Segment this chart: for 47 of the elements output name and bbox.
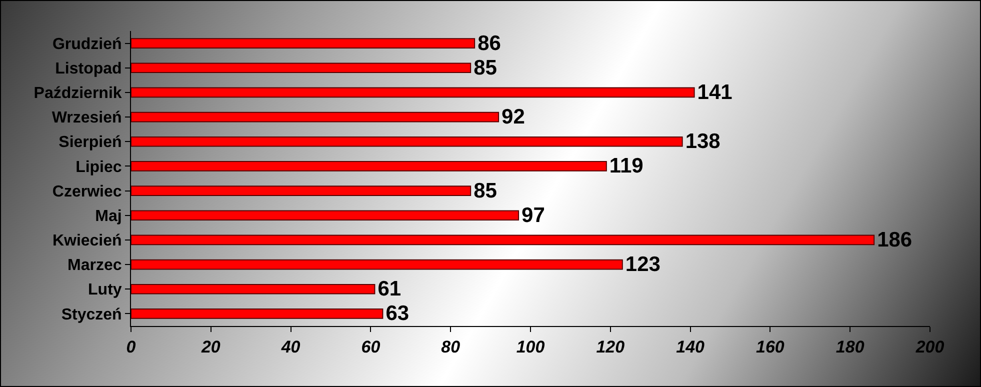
y-tick-label: Kwiecień (52, 232, 122, 250)
data-label: 97 (522, 204, 545, 227)
data-label: 138 (685, 130, 721, 154)
bar (131, 87, 695, 98)
y-tick-label: Sierpień (58, 134, 122, 152)
x-tick-label: 100 (516, 337, 546, 356)
x-tick-label: 160 (756, 337, 785, 356)
data-label: 61 (378, 278, 402, 301)
data-label: 85 (474, 179, 498, 202)
x-tick-label: 140 (676, 337, 706, 356)
bar (131, 308, 384, 319)
x-tick-label: 20 (200, 337, 221, 356)
data-label: 123 (625, 253, 660, 276)
y-tick-label: Listopad (55, 60, 122, 78)
x-tick-label: 40 (280, 337, 301, 356)
y-tick-label: Październik (34, 85, 122, 102)
x-tick-label: 80 (441, 337, 461, 356)
x-tick-label: 120 (596, 337, 626, 356)
bar (131, 186, 472, 196)
bar (131, 259, 623, 270)
y-tick-label: Czerwiec (52, 183, 122, 200)
x-tick-label: 180 (836, 337, 865, 356)
data-label: 186 (877, 228, 912, 252)
y-tick-label: Lipiec (76, 158, 122, 176)
bar (131, 234, 875, 246)
data-label: 92 (502, 106, 525, 129)
y-tick-label: Marzec (68, 257, 122, 274)
x-tick-label: 60 (361, 337, 381, 356)
y-tick-label: Wrzesień (52, 110, 122, 127)
x-tick-label: 200 (914, 337, 945, 356)
bar (131, 62, 472, 74)
bar (131, 284, 376, 294)
bar (131, 112, 500, 122)
y-tick-label: Grudzień (52, 36, 122, 53)
data-label: 141 (697, 80, 733, 104)
y-tick-label: Styczeń (61, 306, 122, 324)
data-label: 63 (386, 302, 410, 326)
data-label: 85 (474, 56, 498, 80)
bar (131, 38, 476, 48)
y-tick-label: Luty (88, 282, 122, 299)
data-label: 86 (478, 32, 501, 55)
bar (131, 161, 607, 172)
y-tick-label: Maj (95, 208, 122, 225)
data-label: 119 (609, 154, 644, 178)
bar (131, 136, 683, 147)
bar (131, 210, 520, 221)
x-tick-label: 0 (126, 337, 136, 356)
